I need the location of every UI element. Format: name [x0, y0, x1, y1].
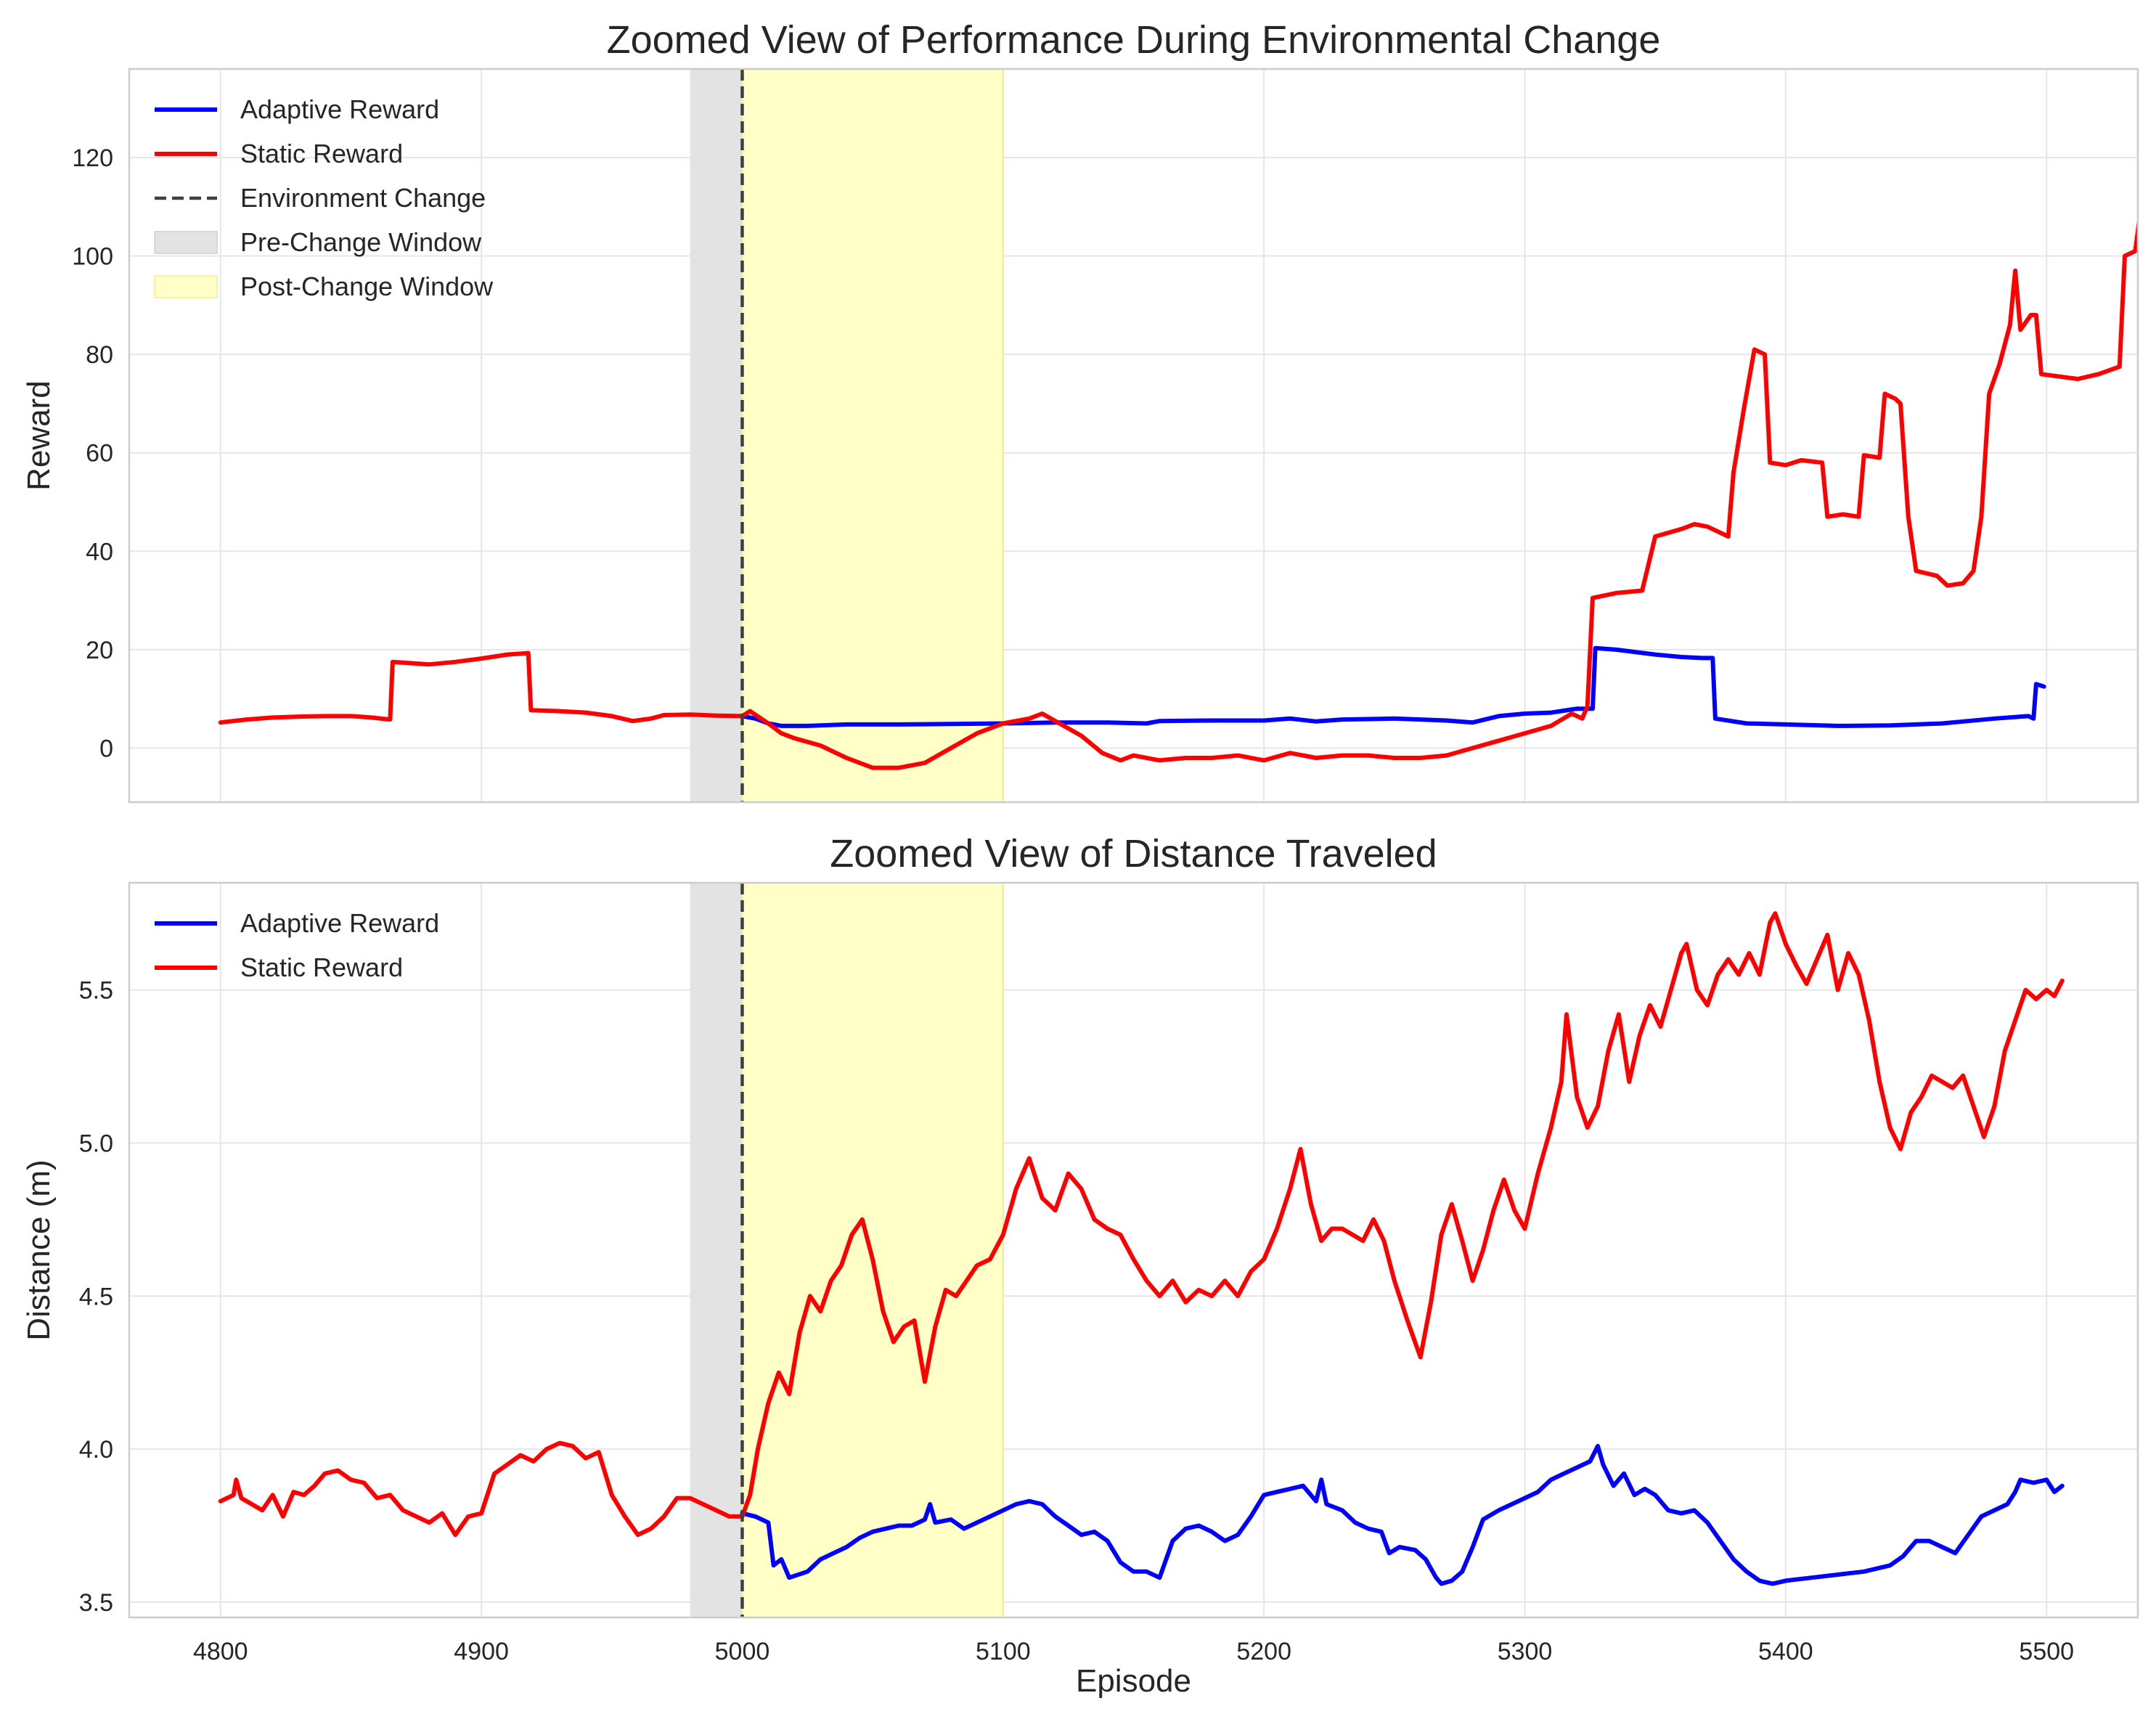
legend-label: Environment Change	[240, 183, 486, 213]
panel-title: Zoomed View of Distance Traveled	[830, 832, 1437, 876]
legend-label: Static Reward	[240, 952, 403, 982]
plot-frame	[128, 881, 2139, 1619]
y-tick-label: 5.5	[79, 977, 113, 1005]
x-tick-label: 4900	[454, 1638, 509, 1665]
legend-label: Pre-Change Window	[240, 227, 482, 257]
reward-panel: 0 20 40 60 80 100 120 Reward Zoomed View of Perf…	[21, 18, 2139, 804]
legend-label: Static Reward	[240, 139, 403, 168]
y-tick-label: 4.5	[79, 1283, 113, 1310]
y-tick-label: 80	[86, 341, 113, 369]
x-tick-label: 5200	[1236, 1638, 1291, 1665]
series-line-static	[218, 911, 2065, 1538]
y-tick-label: 60	[86, 440, 113, 468]
y-tick-label: 120	[72, 144, 113, 172]
x-tick-label: 4800	[193, 1638, 248, 1665]
legend-swatch-pre-change-window	[154, 231, 218, 254]
x-tick-label: 5500	[2019, 1638, 2074, 1665]
y-axis-title: Reward	[21, 380, 57, 491]
x-axis-title: Episode	[1076, 1663, 1191, 1699]
distance-panel: 3.5 4.0 4.5 5.0 5.5 4800 4900 5000 5100 5200 5300 5…	[21, 832, 2139, 1699]
pre-change-window-band	[690, 883, 743, 1617]
x-tick-label: 5300	[1498, 1638, 1553, 1665]
panel-title: Zoomed View of Performance During Enviro…	[607, 18, 1661, 62]
legend-label: Adaptive Reward	[240, 908, 439, 938]
y-tick-label: 100	[72, 243, 113, 271]
y-axis-title: Distance (m)	[21, 1159, 57, 1340]
post-change-window-band	[741, 68, 1004, 803]
y-tick-label: 20	[86, 637, 113, 664]
x-tick-label: 5400	[1758, 1638, 1813, 1665]
legend-label: Adaptive Reward	[240, 94, 439, 124]
y-tick-label: 4.0	[79, 1436, 113, 1464]
x-tick-label: 5100	[976, 1638, 1031, 1665]
y-tick-label: 40	[86, 538, 113, 566]
y-tick-label: 5.0	[79, 1130, 113, 1157]
y-tick-label: 3.5	[79, 1589, 113, 1617]
series-line-adaptive	[740, 1443, 2065, 1586]
x-tick-label: 5000	[715, 1638, 770, 1665]
pre-change-window-band	[690, 69, 743, 802]
series-line-static	[218, 214, 2138, 770]
legend-swatch-post-change-window	[154, 275, 218, 298]
legend-label: Post-Change Window	[240, 272, 494, 301]
series-line-adaptive	[740, 645, 2046, 728]
plot-frame	[128, 68, 2139, 804]
post-change-window-band	[741, 882, 1004, 1618]
y-tick-label: 0	[99, 735, 113, 762]
plot-background	[129, 883, 2138, 1617]
plot-background	[129, 69, 2138, 802]
